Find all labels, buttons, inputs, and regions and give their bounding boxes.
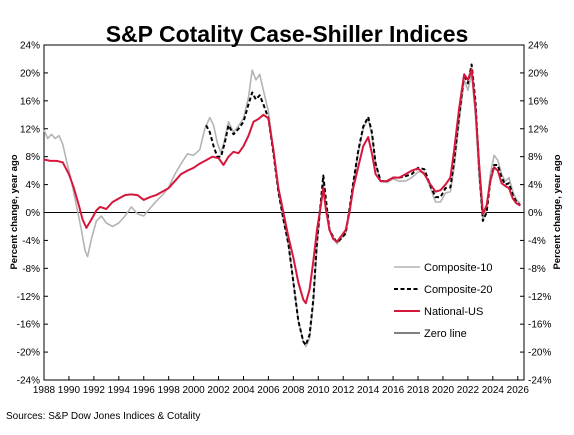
- series-line-national-us: [43, 68, 521, 305]
- y-tick-label-left: -8%: [22, 264, 40, 275]
- y-axis-label-left: Percent change, year ago: [9, 154, 20, 269]
- y-axis-left: 24% 20% 16% 12% 8% 4% 0% -4% -8% -12% -16% -20% -24%: [17, 41, 48, 387]
- x-tick-label: 1990: [58, 385, 81, 396]
- series-lines: [43, 63, 524, 348]
- y-tick-label-right: -4%: [528, 236, 546, 247]
- x-tick-label: 2016: [382, 385, 405, 396]
- y-tick-label-left: 24%: [20, 41, 40, 52]
- chart-title: S&P Cotality Case-Shiller Indices: [106, 21, 469, 47]
- y-tick-label-right: 24%: [528, 41, 548, 52]
- x-tick-label: 1988: [33, 385, 56, 396]
- x-tick-label: 1996: [133, 385, 156, 396]
- y-tick-label-left: 12%: [20, 124, 40, 135]
- y-tick-label-left: -4%: [22, 236, 40, 247]
- x-tick-label: 2026: [507, 385, 530, 396]
- x-tick-label: 2002: [207, 385, 230, 396]
- y-tick-label-right: -20%: [528, 348, 551, 359]
- x-tick-label: 2010: [307, 385, 330, 396]
- legend-label: Composite-10: [424, 262, 492, 274]
- y-tick-label-left: 16%: [20, 96, 40, 107]
- y-tick-label-left: -20%: [17, 348, 40, 359]
- y-tick-label-right: -24%: [528, 376, 551, 387]
- y-tick-label-left: 4%: [26, 180, 41, 191]
- y-tick-label-right: -16%: [528, 320, 551, 331]
- x-tick-label: 2020: [432, 385, 455, 396]
- legend-label: Zero line: [424, 328, 467, 340]
- y-tick-label-left: -16%: [17, 320, 40, 331]
- legend-label: Composite-20: [424, 284, 492, 296]
- y-tick-label-left: -24%: [17, 376, 40, 387]
- y-tick-label-right: 12%: [528, 124, 548, 135]
- x-tick-label: 2024: [482, 385, 505, 396]
- y-tick-label-right: 4%: [528, 180, 543, 191]
- y-tick-label-right: 8%: [528, 152, 543, 163]
- y-tick-label-right: -8%: [528, 264, 546, 275]
- y-tick-label-right: 16%: [528, 96, 548, 107]
- x-tick-label: 2012: [332, 385, 355, 396]
- x-tick-label: 2018: [407, 385, 430, 396]
- x-tick-label: 2006: [257, 385, 280, 396]
- x-tick-label: 2022: [457, 385, 480, 396]
- y-axis-label-right: Percent change, year ago: [552, 154, 563, 269]
- series-line-composite-10: [43, 69, 521, 348]
- x-tick-label: 2014: [357, 385, 380, 396]
- series-line-composite-20: [205, 63, 521, 347]
- y-tick-label-right: 0%: [528, 208, 543, 219]
- legend: Composite-10 Composite-20 National-US Zero …: [394, 262, 492, 340]
- x-tick-label: 1992: [83, 385, 106, 396]
- y-tick-label-left: 0%: [26, 208, 41, 219]
- x-tick-label: 1998: [158, 385, 181, 396]
- x-tick-label: 2000: [182, 385, 205, 396]
- x-tick-label: 2004: [232, 385, 255, 396]
- legend-label: National-US: [424, 306, 483, 318]
- y-tick-label-left: 8%: [26, 152, 41, 163]
- x-tick-label: 2008: [282, 385, 305, 396]
- y-tick-label-right: 20%: [528, 68, 548, 79]
- x-axis: 1988 1990 1992 1994 1996 1998 2000 2002 2004 2006…: [33, 376, 529, 396]
- y-axis-right: 24% 20% 16% 12% 8% 4% 0% -4% -8% -12% -16% -20% -24%: [520, 41, 551, 387]
- y-tick-label-left: 20%: [20, 68, 40, 79]
- source-note: Sources: S&P Dow Jones Indices & Cotalit…: [6, 411, 200, 422]
- x-tick-label: 1994: [108, 385, 131, 396]
- y-tick-label-right: -12%: [528, 292, 551, 303]
- y-tick-label-left: -12%: [17, 292, 40, 303]
